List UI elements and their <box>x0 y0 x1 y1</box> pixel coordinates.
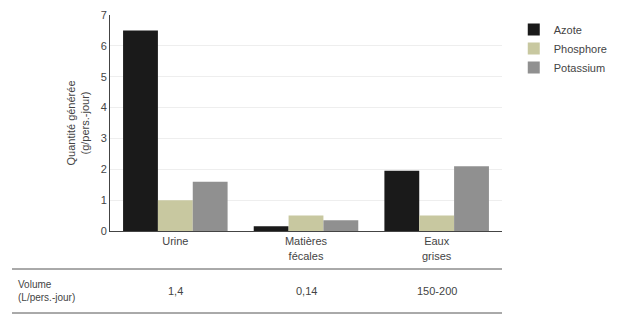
svg-text:Quantité générée(g/pers.-jour): Quantité générée(g/pers.-jour) <box>65 80 91 165</box>
svg-text:3: 3 <box>101 132 107 144</box>
svg-text:150-200: 150-200 <box>417 285 457 297</box>
svg-text:Azote: Azote <box>554 24 582 36</box>
svg-text:4: 4 <box>101 101 107 113</box>
svg-text:Urine: Urine <box>162 235 188 247</box>
svg-text:Potassium: Potassium <box>554 62 605 74</box>
svg-text:Phosphore: Phosphore <box>554 43 607 55</box>
svg-text:Eauxgrises: Eauxgrises <box>422 235 452 261</box>
svg-text:Volume(L/pers.-jour): Volume(L/pers.-jour) <box>18 279 75 303</box>
svg-text:5: 5 <box>101 71 107 83</box>
svg-text:6: 6 <box>101 40 107 52</box>
svg-text:2: 2 <box>101 163 107 175</box>
svg-text:7: 7 <box>101 9 107 21</box>
svg-text:0: 0 <box>101 225 107 237</box>
svg-text:0,14: 0,14 <box>296 285 317 297</box>
svg-text:1,4: 1,4 <box>168 285 183 297</box>
svg-text:1: 1 <box>101 194 107 206</box>
svg-text:Matièresfécales: Matièresfécales <box>285 235 328 261</box>
